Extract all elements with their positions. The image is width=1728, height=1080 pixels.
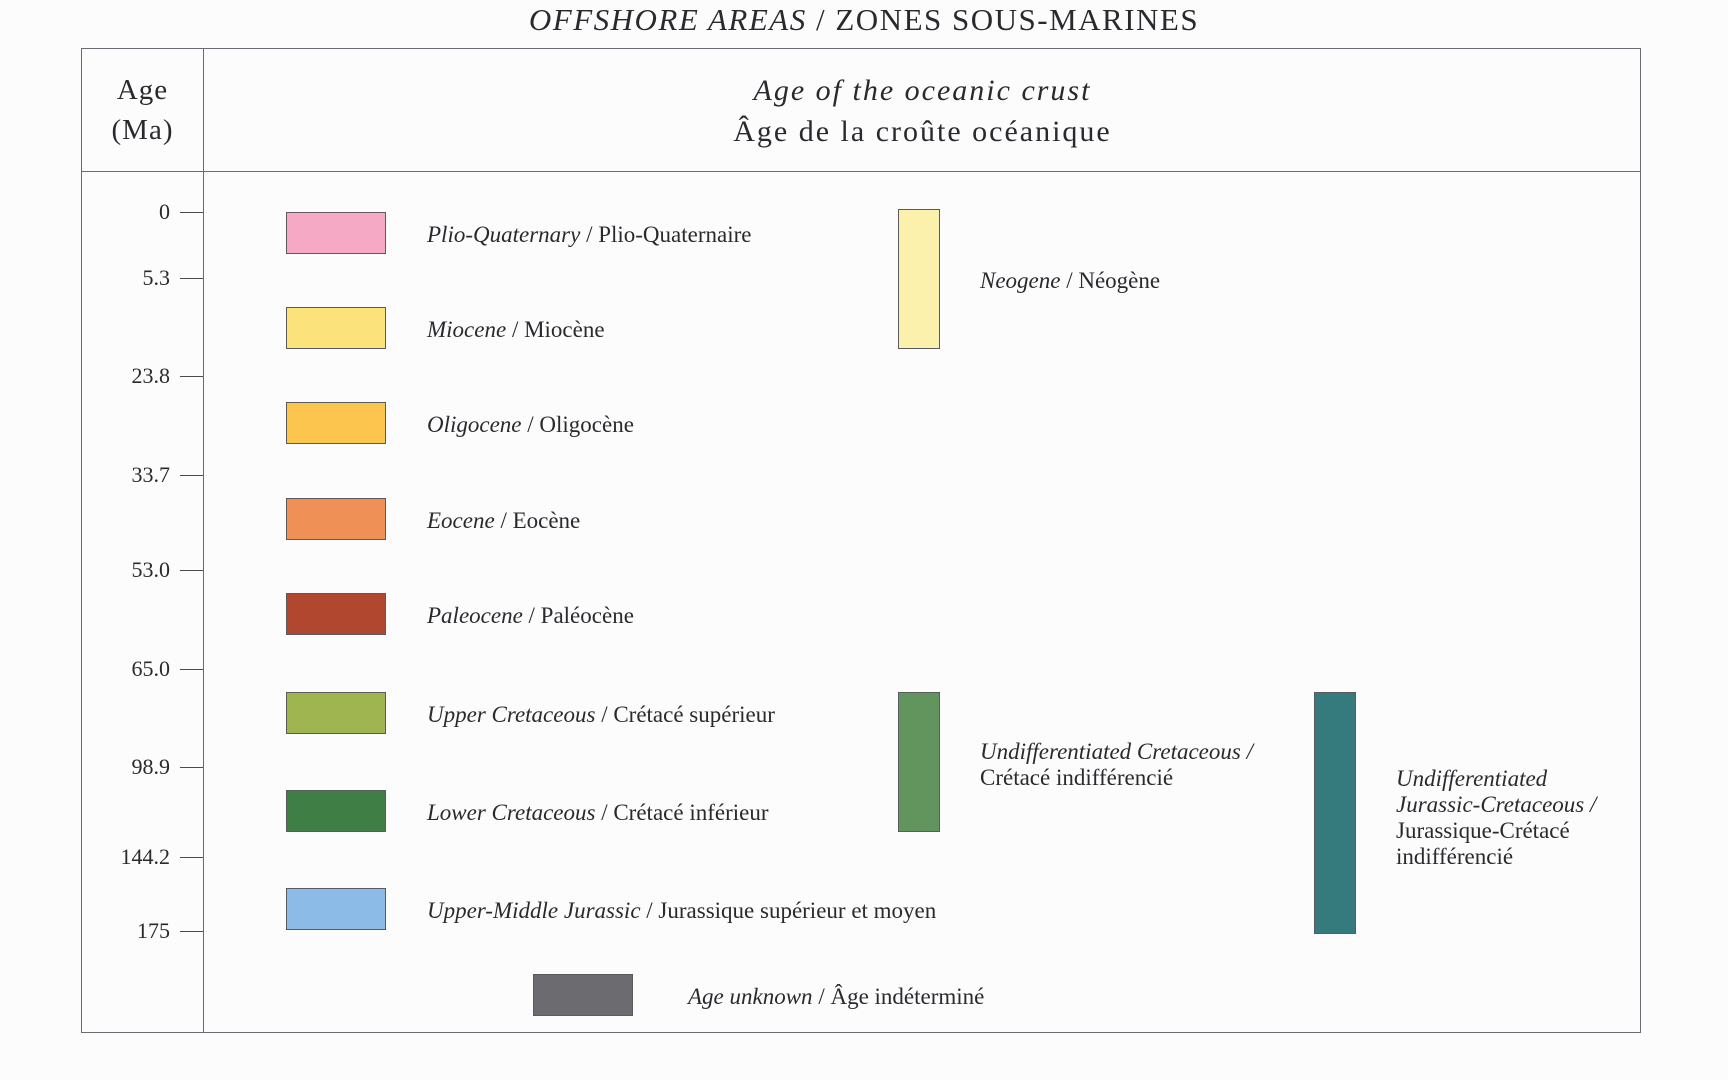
legend-item-miocene: Miocene / Miocène [427,317,605,343]
axis-column-divider [203,48,204,1033]
swatch-paleocene [286,593,386,635]
legend-separator: / [522,603,541,628]
legend-separator: / [812,984,831,1009]
tick-mark [180,376,203,377]
tick-label: 144.2 [120,844,171,869]
title-en: OFFSHORE AREAS [528,2,807,37]
age-column-header: Age (Ma) [82,70,203,150]
legend-item-upper-middle-jurassic: Upper-Middle Jurassic / Jurassique supér… [427,898,936,924]
swatch-lower-cretaceous [286,790,386,832]
title-separator: / [806,2,836,37]
legend-separator: / [1060,268,1079,293]
legend-label-en: Eocene [427,508,495,533]
legend-item-paleocene: Paleocene / Paléocène [427,603,634,629]
legend-label-fr: Jurassique supérieur et moyen [658,898,937,923]
legend-label-fr: Crétacé indifférencié [980,765,1174,790]
legend-label-fr: Paléocène [540,603,634,628]
swatch-upper-middle-jurassic [286,888,386,930]
legend-label-fr: Néogène [1078,268,1161,293]
header-divider [81,171,1641,172]
legend-item-upper-cretaceous: Upper Cretaceous / Crétacé supérieur [427,702,775,728]
legend-separator: / [640,898,659,923]
swatch-plio-quaternary [286,212,386,254]
tick-mark [180,278,203,279]
bar-undifferentiated-cretaceous [898,692,940,832]
legend-label-en: Miocene [427,317,507,342]
age-header-label: Age [116,74,169,106]
legend-separator: / [521,412,540,437]
tick-label: 65.0 [131,656,171,681]
tick-mark [180,857,203,858]
legend-item-eocene: Eocene / Eocène [427,508,580,534]
legend-label-fr: Jurassique-Crétacé [1396,818,1570,843]
swatch-upper-cretaceous [286,692,386,734]
swatch-oligocene [286,402,386,444]
swatch-age-unknown [533,974,633,1016]
legend-label-en: Undifferentiated Cretaceous / [980,739,1253,764]
legend-item-plio-quaternary: Plio-Quaternary / Plio-Quaternaire [427,222,751,248]
legend-label-en: Upper-Middle Jurassic [427,898,641,923]
tick-label: 33.7 [131,462,171,487]
legend-label-fr: indifférencié [1396,844,1514,869]
tick-label: 175 [137,918,170,943]
tick-mark [180,475,203,476]
legend-separator: / [595,800,614,825]
swatch-eocene [286,498,386,540]
bar-neogene [898,209,940,349]
legend-label-fr: Âge indéterminé [830,984,985,1009]
tick-label: 23.8 [131,363,171,388]
age-header-unit: (Ma) [111,114,174,146]
tick-mark [180,570,203,571]
bar-undifferentiated-jurassic-cretaceous [1314,692,1356,934]
legend-item-oligocene: Oligocene / Oligocène [427,412,634,438]
legend-label-en: Jurassic-Cretaceous / [1396,792,1597,817]
legend-item-lower-cretaceous: Lower Cretaceous / Crétacé inférieur [427,800,769,826]
legend-label-en: Oligocene [427,412,522,437]
legend-frame [81,48,1641,1033]
tick-mark [180,669,203,670]
legend-label-en: Neogene [980,268,1061,293]
legend-label-en: Upper Cretaceous [427,702,596,727]
legend-separator: / [506,317,525,342]
tick-label: 0 [159,199,170,224]
page-title: OFFSHORE AREAS / ZONES SOUS-MARINES [0,0,1728,40]
legend-label-en: Lower Cretaceous [427,800,596,825]
tick-label: 98.9 [131,754,171,779]
legend-item-undifferentiated-cretaceous: Undifferentiated Cretaceous / Crétacé in… [980,739,1253,791]
tick-label: 5.3 [142,265,171,290]
legend-item-undifferentiated-jurassic-cretaceous: Undifferentiated Jurassic-Cretaceous / J… [1396,766,1596,870]
legend-label-fr: Plio-Quaternaire [598,222,752,247]
swatch-miocene [286,307,386,349]
legend-separator: / [595,702,614,727]
legend-item-neogene: Neogene / Néogène [980,268,1160,294]
legend-label-en: Undifferentiated [1396,766,1548,791]
legend-label-en: Age unknown [688,984,813,1009]
legend-label-fr: Oligocène [539,412,634,437]
legend-label-en: Paleocene [427,603,523,628]
legend-label-fr: Crétacé supérieur [613,702,775,727]
legend-label-fr: Eocène [512,508,581,533]
title-fr: ZONES SOUS-MARINES [835,2,1200,37]
legend-label-fr: Crétacé inférieur [613,800,769,825]
legend-label-en: Plio-Quaternary [427,222,581,247]
tick-mark [180,931,203,932]
legend-label-fr: Miocène [524,317,605,342]
crust-header-en: Age of the oceanic crust [753,74,1092,107]
tick-mark [180,767,203,768]
tick-label: 53.0 [131,557,171,582]
tick-mark [180,212,203,213]
legend-separator: / [580,222,599,247]
legend-separator: / [494,508,513,533]
legend-item-age-unknown: Age unknown / Âge indéterminé [688,984,984,1010]
crust-column-header: Age of the oceanic crust Âge de la croût… [204,70,1641,152]
crust-header-fr: Âge de la croûte océanique [733,115,1112,148]
